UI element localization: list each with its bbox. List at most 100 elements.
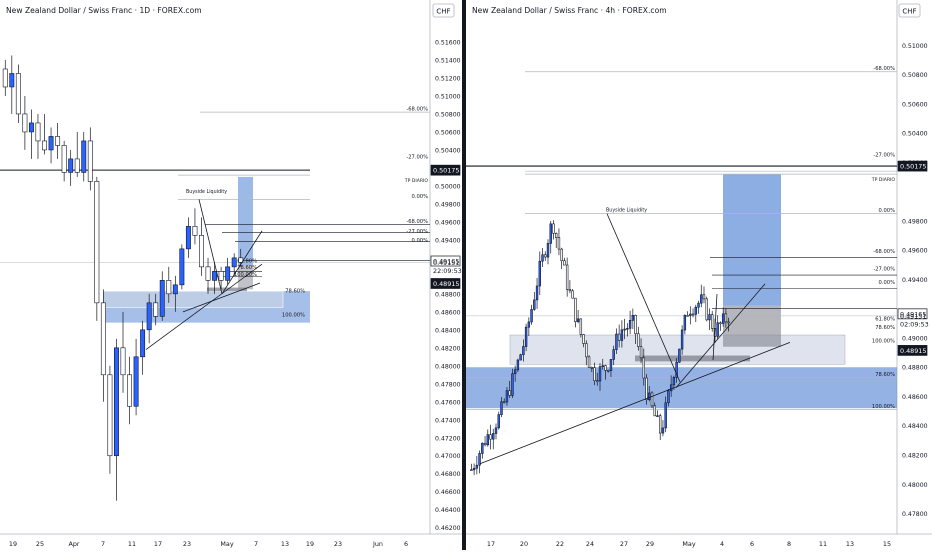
candle-body [494, 427, 498, 434]
candle-body [166, 280, 172, 295]
price-tick: 0.50600 [902, 101, 928, 108]
price-tick: 0.48600 [435, 309, 461, 316]
candle-body [185, 226, 191, 250]
left-currency-label: CHF [436, 8, 450, 16]
pane-divider[interactable] [462, 0, 466, 550]
candle-body [218, 271, 224, 281]
candle-body [702, 294, 706, 300]
candle-body [81, 140, 87, 173]
candle-body [179, 248, 185, 286]
candle-body [612, 349, 615, 360]
trend-line [479, 341, 791, 465]
left-currency-button[interactable] [432, 3, 455, 18]
price-tick: 0.50600 [435, 129, 461, 136]
candle-body [9, 73, 15, 88]
price-tick: 0.51000 [435, 93, 461, 100]
fib-label: 78.60% [875, 325, 895, 331]
date-tick: 13 [846, 540, 854, 548]
candle-body [192, 226, 198, 236]
candle-body [127, 374, 132, 407]
price-tick: 0.47200 [435, 435, 461, 442]
candle-body [620, 329, 624, 341]
fib-label: -68.00% [406, 219, 428, 225]
candle-body [15, 73, 21, 115]
candle-body [664, 402, 667, 429]
candle-body [700, 294, 703, 304]
fvg-zone [102, 290, 284, 308]
candle-body [708, 314, 711, 321]
price-tick: 0.49600 [902, 248, 928, 255]
candle-body [609, 359, 613, 371]
fib-label: 0.00% [412, 238, 429, 244]
fib-label: -68.00% [873, 249, 895, 255]
candle-body [100, 302, 106, 376]
candle-body [519, 354, 522, 361]
candle-body [653, 405, 656, 417]
right-chart-pane[interactable]: -68.00%-27.00%0.00%-68.00%-27.00%0.00%61… [466, 0, 932, 550]
date-tick: 19 [9, 540, 17, 548]
price-tick: 0.48800 [902, 365, 928, 372]
candle-body [500, 401, 503, 415]
price-tag-label: 0.48915 [900, 347, 926, 355]
candle-body [642, 357, 645, 379]
price-tick: 0.48200 [435, 345, 461, 352]
candle-body [74, 158, 80, 173]
date-tick: 6 [750, 540, 754, 548]
date-tick: 7 [101, 540, 105, 548]
fib-label: 78.60% [875, 372, 895, 378]
price-tick: 0.49400 [435, 237, 461, 244]
price-tag-label: 0.49165 [433, 258, 459, 266]
candle-body [675, 361, 678, 378]
price-tick: 0.49000 [902, 335, 928, 342]
candle-body [546, 243, 550, 258]
candle-body [524, 326, 528, 347]
price-tick: 0.50800 [902, 72, 928, 79]
pane-background [0, 0, 465, 550]
date-tick: 25 [36, 540, 44, 548]
date-tick: 24 [586, 540, 594, 548]
price-tick: 0.49600 [435, 219, 461, 226]
date-tick: 22 [556, 540, 564, 548]
candle-body [623, 328, 626, 331]
fib-label: 0.00% [412, 194, 429, 200]
price-tag [897, 345, 928, 356]
date-tick: 23 [334, 540, 342, 548]
candle-body [114, 347, 119, 457]
candle-body [511, 373, 514, 396]
fib-label: 78.60% [285, 288, 305, 294]
date-tick: 29 [646, 540, 654, 548]
risk-box [723, 305, 781, 347]
candle-body [497, 414, 500, 429]
trend-line [182, 282, 261, 313]
trend-line [606, 213, 681, 383]
candle-body [697, 302, 700, 308]
right-chart-title: New Zealand Dollar / Swiss Franc · 4h · … [472, 6, 667, 15]
date-tick: Jun [372, 540, 383, 548]
price-tick: 0.47000 [435, 453, 461, 460]
candle-body [659, 415, 662, 434]
target-box [238, 176, 253, 266]
candle-body [538, 260, 541, 287]
fib-label: 61.80% [237, 259, 257, 265]
fib-label: -27.00% [873, 153, 895, 159]
candle-body [492, 433, 495, 440]
left-chart-pane[interactable]: -68.00%-27.00%0.00%-68.00%-27.00%0.00%61… [0, 0, 465, 550]
trend-line [675, 283, 766, 388]
price-tick: 0.47600 [435, 399, 461, 406]
candle-body [42, 140, 47, 151]
candle-body [527, 321, 531, 328]
candle-body [557, 237, 561, 250]
price-tag [897, 308, 928, 320]
date-tick: 8 [787, 540, 791, 548]
right-currency-button[interactable] [898, 3, 921, 18]
candle-body [140, 329, 146, 358]
candle-body [172, 284, 178, 295]
candle-body [489, 434, 492, 440]
candle-body [565, 264, 569, 290]
price-tick: 0.48400 [902, 423, 928, 430]
date-tick: May [682, 540, 695, 548]
candle-body [686, 315, 689, 317]
date-tick: 4 [720, 540, 724, 548]
candle-body [615, 333, 618, 350]
